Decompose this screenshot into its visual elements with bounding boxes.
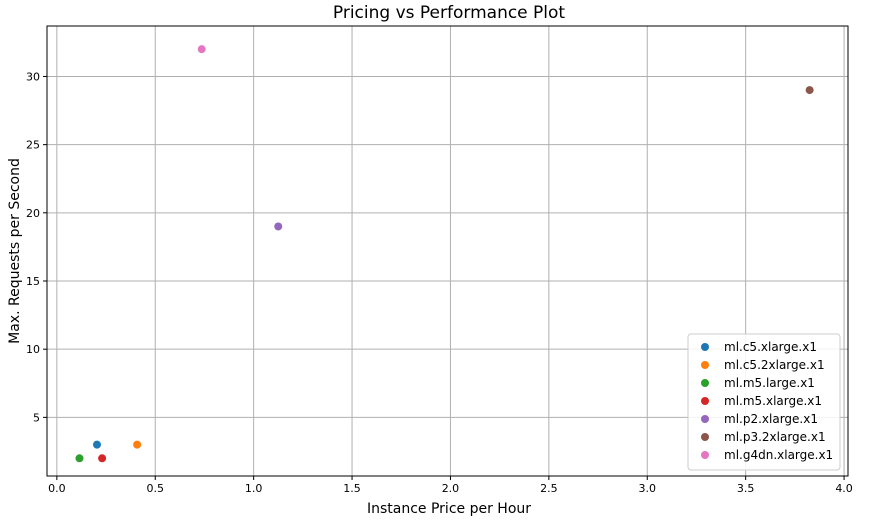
x-tick-label: 1.5 [343,482,361,495]
y-tick-label: 30 [26,70,40,83]
x-tick-label: 0.5 [146,482,164,495]
y-axis-label: Max. Requests per Second [7,158,23,344]
legend-marker [701,451,709,459]
plot-frame [46,25,849,477]
marks-layer [75,45,814,463]
legend-label: ml.m5.xlarge.x1 [724,394,822,408]
legend-label: ml.p2.xlarge.x1 [724,412,818,426]
data-point-ml-c5-xlarge-x1 [92,440,101,449]
x-tick-label: 4.0 [835,482,853,495]
data-point-ml-g4dn-xlarge-x1 [197,45,206,54]
legend-marker [701,379,709,387]
chart-title: Pricing vs Performance Plot [333,3,566,23]
x-tick-label: 3.0 [639,482,657,495]
x-axis-label: Instance Price per Hour [367,501,531,517]
legend-marker [701,415,709,423]
x-tick-label: 2.0 [442,482,460,495]
legend-marker [701,361,709,369]
x-tick-label: 1.0 [245,482,263,495]
legend-marker [701,343,709,351]
data-point-ml-c5-2xlarge-x1 [133,440,142,449]
legend-label: ml.c5.xlarge.x1 [724,340,817,354]
y-tick-label: 5 [33,411,40,424]
y-tick-label: 15 [26,275,40,288]
legend-box [687,333,841,471]
data-point-ml-p3-2xlarge-x1 [805,86,814,95]
x-tick-label: 2.5 [540,482,558,495]
legend-marker [701,397,709,405]
legend-label: ml.g4dn.xlarge.x1 [724,448,833,462]
legend: ml.c5.xlarge.x1 ml.c5.2xlarge.x1 ml.m5.lar… [687,333,841,471]
y-tick-label: 10 [26,343,40,356]
legend-label: ml.c5.2xlarge.x1 [724,358,825,372]
legend-marker [701,433,709,441]
data-point-ml-m5-large-x1 [75,454,84,463]
data-point-ml-p2-xlarge-x1 [274,222,283,231]
legend-label: ml.m5.large.x1 [724,376,815,390]
x-tick-label: 3.5 [737,482,755,495]
y-tick-label: 25 [26,139,40,152]
data-point-ml-m5-xlarge-x1 [98,454,107,463]
y-tick-label: 20 [26,207,40,220]
x-tick-label: 0.0 [48,482,66,495]
ticks-layer: 0.0 0.5 1.0 1.5 2.0 2.5 3.0 3.5 4.0 5 10 15 20 25 30 [26,70,853,495]
legend-label: ml.p3.2xlarge.x1 [724,430,826,444]
